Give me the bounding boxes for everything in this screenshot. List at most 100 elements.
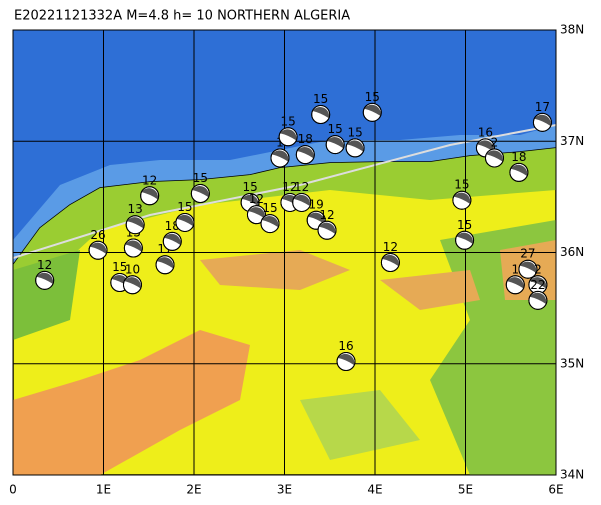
focal-mechanism [452,190,472,210]
beachball-compression [364,104,381,116]
beachball-compression [36,272,54,284]
depth-label: 16 [338,339,353,353]
depth-label: 12 [319,208,334,222]
depth-label: 12 [294,180,309,194]
y-tick-label: 34N [560,468,584,482]
beachball-edge [123,238,143,258]
focal-mechanism [455,230,475,250]
beachball-compression [486,150,503,162]
focal-mechanism [317,220,337,240]
depth-label: 15 [262,201,277,215]
depth-label: 26 [90,228,105,242]
focal-mechanism [532,112,552,132]
beachball-edge [88,240,108,260]
focal-mechanism [292,192,312,212]
beachball-compression [297,147,314,159]
focal-mechanism [122,275,142,295]
beachball-edge [162,231,182,251]
depth-label: 15 [365,90,380,104]
depth-label: 22 [530,278,545,292]
beachball-compression [318,222,336,234]
focal-mechanism [123,238,143,258]
beachball-compression [312,106,330,119]
depth-label: 15 [112,260,127,274]
beachball-compression [176,214,194,227]
depth-label: 12 [282,180,297,194]
beachball-edge [317,220,337,240]
beachball-edge [190,184,210,204]
depth-label: 18 [511,150,526,164]
focal-mechanism [162,231,182,251]
focal-mechanism [336,352,356,372]
focal-mechanism [345,138,365,158]
beachball-edge [455,230,475,250]
focal-mechanism [484,148,504,168]
beachball-edge [452,190,472,210]
beachball-compression [280,129,297,141]
depth-label: 19 [309,198,324,212]
depth-label: 12 [383,240,398,254]
beachball-compression [141,188,159,200]
focal-mechanism [528,275,548,295]
beachball-edge [292,192,312,212]
depth-label: 15 [457,218,472,232]
focal-mechanism [295,145,315,165]
beachball-compression [293,194,311,207]
beachball-edge [336,352,356,372]
beachball-edge [278,127,298,147]
beachball-compression [192,185,209,198]
beachball-compression [382,254,399,267]
beachball-compression [261,215,279,228]
x-tick-label: 2E [186,483,201,497]
beachball-edge [362,102,382,122]
focal-mechanism [311,105,331,125]
focal-mechanism [125,215,145,235]
depth-label: 1 [276,135,284,149]
y-tick-label: 35N [560,356,584,370]
beachball-compression [127,217,144,229]
focal-mechanism [528,290,548,310]
focal-mechanism [190,184,210,204]
y-tick-label: 38N [560,23,584,37]
beachball-edge [484,148,504,168]
depth-label: 2 [491,135,499,149]
beachball-edge [325,135,345,155]
beachball-compression [456,232,473,244]
depth-label: 15 [313,92,328,106]
depth-label: 13 [128,202,143,216]
beachball-compression [164,233,181,245]
focal-mechanism [246,205,266,225]
beachball-compression [308,212,325,224]
beachball-edge [155,255,175,275]
beachball-edge [270,148,290,168]
beachball-compression [125,240,142,252]
beachball-edge [175,212,195,232]
beachball-compression [519,261,537,273]
beachball-compression [529,277,547,289]
x-tick-label: 5E [458,483,473,497]
beachball-edge [295,145,315,165]
depth-label: 10 [125,262,140,276]
beachball-edge [35,270,55,290]
beachball-edge [532,112,552,132]
depth-label: 15 [242,180,257,194]
beachball-edge [306,210,326,230]
focal-mechanism [88,240,108,260]
map-title: E20221121332A M=4.8 h= 10 NORTHERN ALGER… [14,9,350,24]
focal-mechanism [509,162,529,182]
beachball-compression [124,277,141,289]
depth-label: 16 [478,125,493,139]
depth-label: 15 [328,122,343,136]
beachball-compression [507,277,524,289]
beachball-compression [337,353,355,366]
depth-label: 15 [280,114,295,128]
beachball-compression [453,192,471,204]
y-tick-label: 36N [560,245,584,259]
focal-mechanism [325,135,345,155]
depth-label: 15 [193,171,208,185]
focal-mechanism [260,214,280,234]
depth-label: 15 [454,178,469,192]
focal-mechanism [155,255,175,275]
depth-label: 12 [142,173,157,187]
